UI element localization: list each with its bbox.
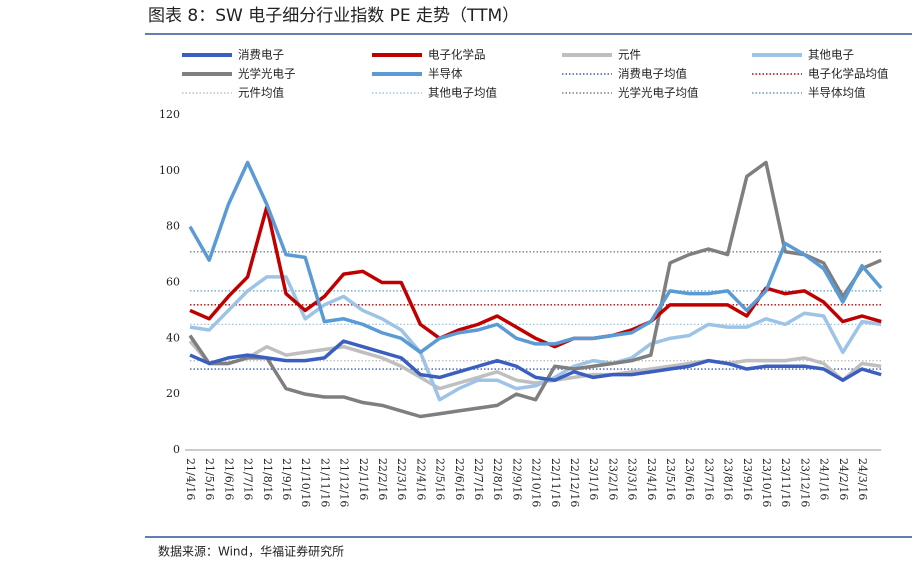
title: 图表 8：SW 电子细分行业指数 PE 走势（TTM） [148,6,519,26]
series-line [188,160,883,355]
x-tick-label: 23/12/16 [798,458,811,507]
x-tick-label: 24/1/16 [818,458,831,500]
legend-label: 元件均值 [238,86,284,100]
x-tick-label: 22/5/16 [434,458,447,500]
x-tick-label: 21/12/16 [338,458,351,507]
legend-label: 元件 [618,48,641,62]
x-tick-label: 23/3/16 [626,458,639,500]
x-tick-label: 21/7/16 [242,458,255,500]
x-tick-label: 21/4/16 [184,458,197,500]
x-tick-label: 23/8/16 [722,458,735,500]
legend-label: 光学光电子 [238,67,296,81]
x-tick-label: 23/2/16 [606,458,619,500]
series-line [189,275,882,402]
series-line [188,339,882,391]
x-tick-label: 23/11/16 [779,458,792,507]
x-tick-label: 22/6/16 [453,458,466,500]
x-tick-label: 21/9/16 [280,458,293,500]
x-tick-label: 23/9/16 [741,458,754,500]
x-tick-label: 23/4/16 [645,458,658,500]
x-tick-label: 21/8/16 [261,458,274,500]
y-tick-label: 40 [166,331,180,344]
x-tick-label: 22/8/16 [491,458,504,500]
y-tick-label: 120 [159,108,180,121]
x-tick-label: 22/12/16 [568,458,581,507]
legend-label: 电子化学品均值 [808,67,889,81]
legend-label: 其他电子均值 [428,86,497,100]
source: 数据来源：Wind，华福证券研究所 [158,544,344,559]
y-tick-label: 0 [173,443,180,456]
x-tick-label: 23/7/16 [702,458,715,500]
x-tick-label: 21/10/16 [299,458,312,507]
series-line [189,205,882,349]
y-tick-label: 100 [159,164,180,177]
x-tick-label: 23/10/16 [760,458,773,507]
x-tick-label: 24/3/16 [856,458,869,500]
y-tick-label: 60 [166,276,180,289]
legend-label: 半导体均值 [808,86,866,100]
series-line [189,339,882,382]
legend-label: 消费电子 [238,48,284,62]
x-tick-label: 24/2/16 [837,458,850,500]
x-tick-label: 22/7/16 [472,458,485,500]
x-tick-label: 23/1/16 [587,458,600,500]
legend-label: 半导体 [428,67,463,81]
x-tick-label: 22/4/16 [414,458,427,500]
x-tick-label: 23/5/16 [664,458,677,500]
x-tick-label: 22/2/16 [376,458,389,500]
x-tick-label: 22/9/16 [510,458,523,500]
x-tick-label: 23/6/16 [683,458,696,500]
x-tick-label: 22/1/16 [357,458,370,500]
series-line [188,160,882,419]
legend-label: 其他电子 [808,48,854,62]
legend-label: 电子化学品 [428,48,486,62]
y-tick-label: 20 [166,387,180,400]
y-tick-label: 80 [166,220,180,233]
x-tick-label: 21/11/16 [318,458,331,507]
x-tick-label: 21/6/16 [222,458,235,500]
x-tick-label: 22/3/16 [395,458,408,500]
x-tick-label: 22/11/16 [549,458,562,507]
x-tick-label: 21/5/16 [203,458,216,500]
x-tick-label: 22/10/16 [530,458,543,507]
legend-label: 消费电子均值 [618,67,687,81]
legend-label: 光学光电子均值 [618,86,699,100]
